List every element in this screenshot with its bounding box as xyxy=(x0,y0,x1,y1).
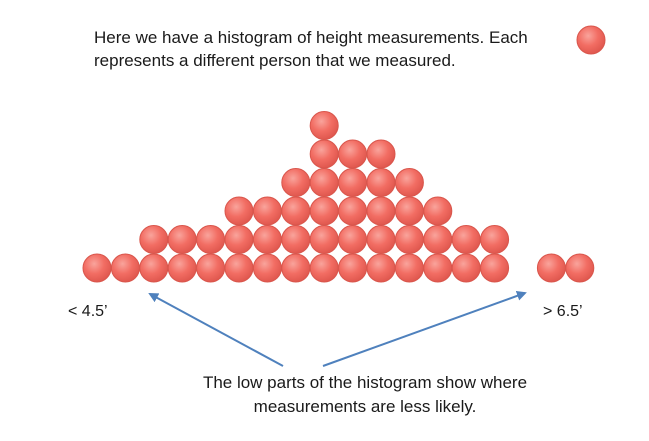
person-dot xyxy=(82,253,112,283)
person-dot xyxy=(309,225,339,254)
person-dot xyxy=(394,225,424,254)
person-dot xyxy=(366,225,396,254)
person-dot xyxy=(565,253,595,283)
right-arrow xyxy=(322,291,527,367)
left-arrow xyxy=(148,293,284,367)
person-dot xyxy=(196,225,226,254)
person-dot xyxy=(281,253,311,283)
person-dot xyxy=(423,196,453,226)
note-text-line2: measurements are less likely. xyxy=(253,397,477,416)
person-dot xyxy=(224,196,254,226)
person-dot xyxy=(224,253,254,283)
person-dot xyxy=(338,196,368,226)
person-dot xyxy=(338,168,368,197)
person-dot xyxy=(309,253,339,283)
person-dot xyxy=(139,253,169,283)
person-dot xyxy=(167,253,197,283)
person-dot xyxy=(338,253,368,283)
right-axis-label: > 6.5’ xyxy=(543,303,583,320)
legend-dot-layer xyxy=(576,25,606,55)
person-dot xyxy=(451,225,481,254)
person-dot xyxy=(167,225,197,254)
person-dot xyxy=(252,196,282,226)
person-dot xyxy=(281,196,311,226)
person-dot xyxy=(252,225,282,254)
person-dot xyxy=(366,139,396,169)
person-dot xyxy=(309,168,339,197)
legend-dot-icon xyxy=(576,25,606,55)
person-dot xyxy=(338,225,368,254)
histogram-dots xyxy=(82,111,595,283)
person-dot xyxy=(309,196,339,226)
person-dot xyxy=(451,253,481,283)
person-dot xyxy=(366,253,396,283)
person-dot xyxy=(196,253,226,283)
arrows xyxy=(148,291,527,367)
person-dot xyxy=(394,253,424,283)
intro-text-line2: represents a different person that we me… xyxy=(94,51,456,70)
person-dot xyxy=(394,196,424,226)
person-dot xyxy=(423,225,453,254)
person-dot xyxy=(252,253,282,283)
person-dot xyxy=(480,253,510,283)
person-dot xyxy=(281,225,311,254)
person-dot xyxy=(536,253,566,283)
person-dot xyxy=(394,168,424,197)
person-dot xyxy=(139,225,169,254)
person-dot xyxy=(338,139,368,169)
person-dot xyxy=(423,253,453,283)
person-dot xyxy=(110,253,140,283)
person-dot xyxy=(224,225,254,254)
person-dot xyxy=(366,168,396,197)
intro-text-line1: Here we have a histogram of height measu… xyxy=(94,28,528,47)
person-dot xyxy=(480,225,510,254)
person-dot xyxy=(281,168,311,197)
person-dot xyxy=(309,111,339,140)
left-axis-label: < 4.5’ xyxy=(68,303,108,320)
note-text-line1: The low parts of the histogram show wher… xyxy=(202,373,528,392)
person-dot xyxy=(309,139,339,169)
person-dot xyxy=(366,196,396,226)
